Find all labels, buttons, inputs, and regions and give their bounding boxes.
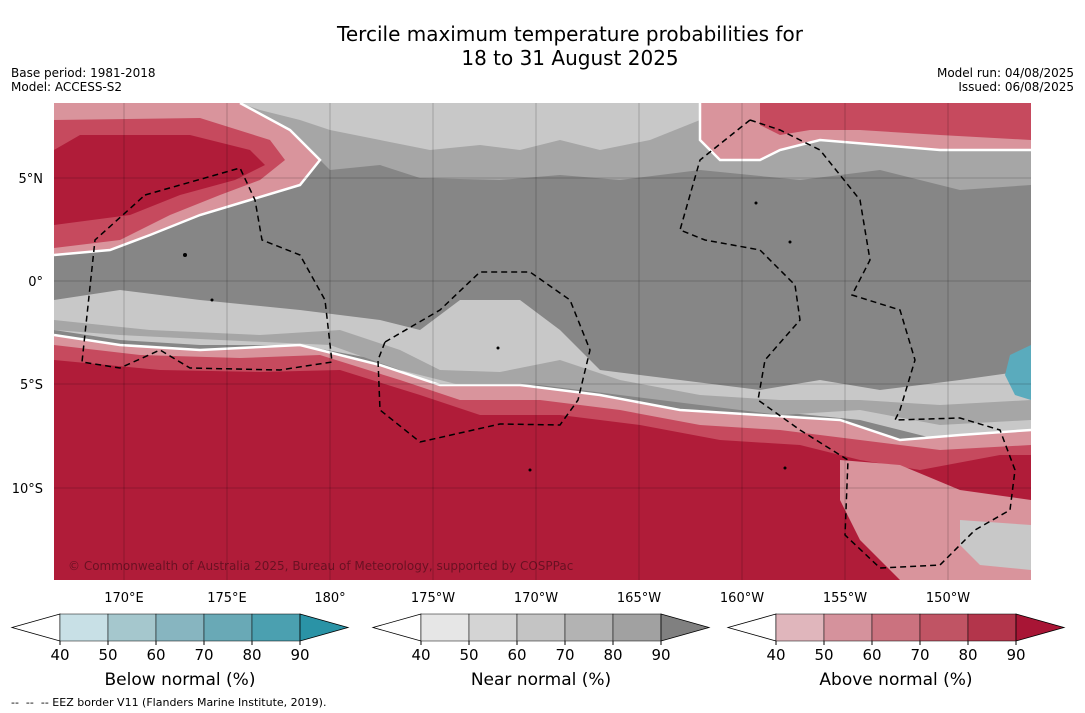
eez-borders [81,119,1016,569]
colorbar-1: 40 50 60 70 80 90 Near normal (%) [371,613,711,690]
lon-label-155w: 155°W [823,591,867,606]
colorbar-tick-label: 60 [146,646,165,664]
colorbar-segment [155,613,205,642]
colorbar-right-extension [1015,613,1066,642]
colorbar-segment [612,613,662,642]
above-normal-ne-mid [760,103,1031,140]
lon-label-160w: 160°W [720,591,764,606]
lat-label-5n: 5°N [19,172,44,187]
colorbar-left-extension [371,613,422,642]
eez-kiribati-gilberts [81,167,333,371]
colorbar-left-extension [726,613,777,642]
colorbar-tick-label: 70 [194,646,213,664]
colorbar-segment [251,613,301,642]
map-credit: © Commonwealth of Australia 2025, Bureau… [68,559,573,573]
below-normal-patch [1005,345,1031,400]
lat-label-5s: 5°S [20,378,43,393]
colorbars: 40 50 60 70 80 90 Below normal (%) 40 50 60 70 80 90… [10,613,1066,690]
colorbar-tick-label: 80 [958,646,977,664]
colorbar-segment [823,613,873,642]
lat-label-10s: 10°S [12,482,43,497]
colorbar-tick-label: 80 [242,646,261,664]
contour-40-south [54,333,1031,442]
colorbar-left-extension [10,613,61,642]
colorbar-segment [420,613,470,642]
colorbar-tick-label: 90 [1006,646,1025,664]
meta-left: Base period: 1981-2018 Model: ACCESS-S2 [11,66,156,94]
colorbar-tick-label: 40 [766,646,785,664]
colorbar-tick-label: 60 [507,646,526,664]
eez-line-islands-central [679,119,1016,569]
lon-label-180: 180° [314,591,345,606]
lon-label-170w: 170°W [514,591,558,606]
issued-date: Issued: 06/08/2025 [958,80,1074,94]
colorbar-segment [775,613,825,642]
lon-label-170e: 170°E [104,591,144,606]
colorbar-segment [203,613,253,642]
colorbar-title: Near normal (%) [471,670,611,690]
contour-40-northeast [698,103,1031,162]
model-run: Model run: 04/08/2025 [936,66,1074,80]
colorbar-2: 40 50 60 70 80 90 Above normal (%) [726,613,1066,690]
above-normal-south-strong [54,360,1031,580]
contour-40-north [54,103,322,257]
base-period: Base period: 1981-2018 [11,66,156,80]
colorbar-tick-label: 50 [459,646,478,664]
lon-label-165w: 165°W [617,591,661,606]
colorbar-tick-label: 90 [290,646,309,664]
colorbar-segment [564,613,614,642]
eez-tuvalu [377,271,591,443]
islands [183,201,792,472]
colorbar-right-extension [660,613,711,642]
lat-label-0: 0° [28,275,43,290]
colorbar-tick-label: 60 [862,646,881,664]
colorbar-tick-label: 90 [651,646,670,664]
colorbar-tick-label: 50 [98,646,117,664]
meta-right: Model run: 04/08/2025 Issued: 06/08/2025 [937,66,1074,94]
colorbar-segment [871,613,921,642]
graticule [54,103,1031,580]
colorbar-tick-label: 50 [814,646,833,664]
map-panel: © Commonwealth of Australia 2025, Bureau… [54,103,1031,580]
colorbar-tick-label: 70 [910,646,929,664]
title-line-1: Tercile maximum temperature probabilitie… [337,22,803,46]
colorbar-segment [516,613,566,642]
model-name: Model: ACCESS-S2 [11,80,123,94]
colorbar-tick-label: 70 [555,646,574,664]
colorbar-tick-label: 40 [50,646,69,664]
colorbar-title: Above normal (%) [819,670,972,690]
lon-labels: 170°E 175°E 180° 175°W 170°W 165°W 160°W… [104,591,970,606]
colorbar-segment [107,613,157,642]
colorbar-0: 40 50 60 70 80 90 Below normal (%) [10,613,350,690]
colorbar-segment [468,613,518,642]
lon-label-175w: 175°W [411,591,455,606]
title-line-2: 18 to 31 August 2025 [461,46,679,70]
near-normal-light-band-north [240,103,720,150]
colorbar-segment [59,613,109,642]
above-normal-nw-strong [54,135,265,225]
colorbar-right-extension [299,613,350,642]
colorbar-segment [919,613,969,642]
colorbar-tick-label: 40 [411,646,430,664]
lat-labels: 5°N 0° 5°S 10°S [12,172,43,497]
colorbar-title: Below normal (%) [105,670,256,690]
colorbar-segment [967,613,1017,642]
colorbar-tick-label: 80 [603,646,622,664]
chart-title: Tercile maximum temperature probabilitie… [0,22,1085,70]
lon-label-150w: 150°W [926,591,970,606]
near-normal-se-patch [960,520,1031,570]
near-normal-mid-band-south [54,320,1031,425]
eez-footer-note: -- -- -- EEZ border V11 (Flanders Marine… [11,696,327,709]
lon-label-175e: 175°E [207,591,247,606]
